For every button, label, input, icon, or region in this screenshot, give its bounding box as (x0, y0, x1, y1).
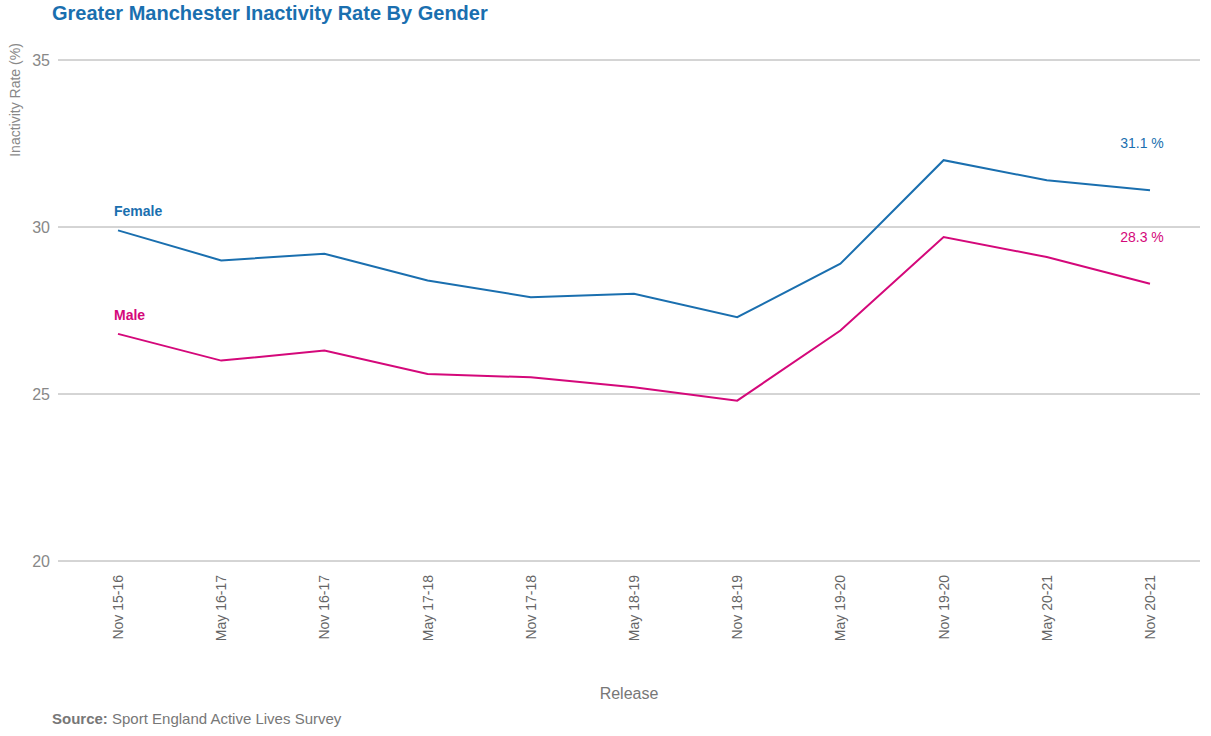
svg-text:Male: Male (114, 307, 145, 323)
svg-text:31.1 %: 31.1 % (1120, 135, 1164, 151)
svg-text:May 18-19: May 18-19 (626, 575, 642, 641)
svg-text:20: 20 (32, 553, 50, 570)
svg-text:Nov 20-21: Nov 20-21 (1142, 575, 1158, 640)
svg-text:Nov 15-16: Nov 15-16 (110, 575, 126, 640)
svg-text:May 17-18: May 17-18 (420, 575, 436, 641)
svg-text:May 19-20: May 19-20 (832, 575, 848, 641)
svg-text:Release: Release (600, 685, 659, 702)
svg-text:25: 25 (32, 386, 50, 403)
svg-text:Nov 18-19: Nov 18-19 (729, 575, 745, 640)
svg-text:30: 30 (32, 219, 50, 236)
svg-text:Nov 17-18: Nov 17-18 (523, 575, 539, 640)
svg-text:Nov 16-17: Nov 16-17 (316, 575, 332, 640)
svg-text:35: 35 (32, 52, 50, 69)
svg-text:Inactivity Rate (%): Inactivity Rate (%) (8, 43, 23, 157)
svg-text:May 16-17: May 16-17 (213, 575, 229, 641)
svg-text:Nov 19-20: Nov 19-20 (936, 575, 952, 640)
svg-text:May 20-21: May 20-21 (1039, 575, 1055, 641)
svg-text:28.3 %: 28.3 % (1120, 229, 1164, 245)
html-text:Greater Manchester Inactivity: Greater Manchester Inactivity Rate By Ge… (52, 2, 488, 24)
svg-text:Female: Female (114, 203, 162, 219)
html-text:Source: Sport England Active L: Source: Sport England Active Lives Surve… (52, 710, 342, 727)
